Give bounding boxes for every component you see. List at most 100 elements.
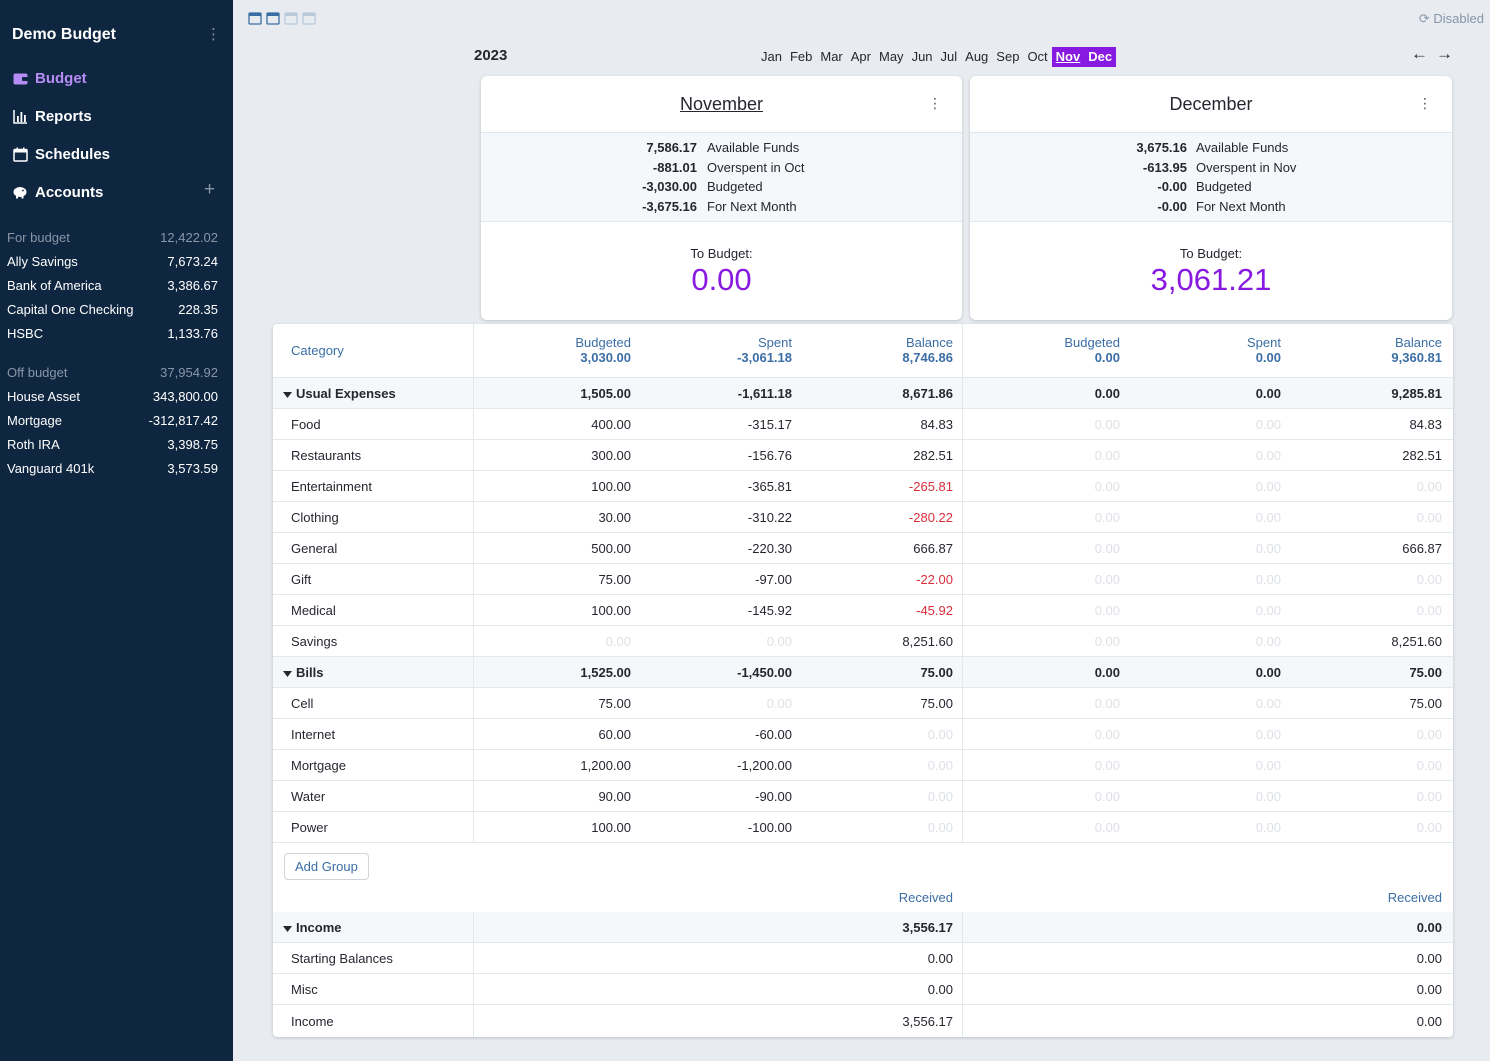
- month-may[interactable]: May: [879, 49, 904, 64]
- month-count-selector[interactable]: [248, 11, 316, 25]
- spent-cell[interactable]: 0.00: [1255, 602, 1281, 618]
- spent-cell[interactable]: -1,450.00: [737, 664, 792, 680]
- balance-cell[interactable]: 0.00: [1416, 726, 1442, 742]
- balance-cell[interactable]: 0.00: [927, 757, 953, 773]
- balance-cell[interactable]: 666.87: [913, 540, 953, 556]
- budgeted-cell[interactable]: 0.00: [1094, 819, 1120, 835]
- spent-cell[interactable]: 0.00: [766, 633, 792, 649]
- spent-cell[interactable]: 0.00: [1255, 509, 1281, 525]
- calendar-icon[interactable]: [248, 11, 262, 25]
- category-name[interactable]: General: [291, 533, 337, 563]
- balance-cell[interactable]: -265.81: [908, 478, 953, 494]
- month-oct[interactable]: Oct: [1027, 49, 1048, 64]
- month-dec[interactable]: Dec: [1084, 47, 1117, 67]
- off-budget-header[interactable]: Off budget 37,954.92: [7, 365, 218, 380]
- spent-cell[interactable]: -365.81: [747, 478, 792, 494]
- balance-cell[interactable]: -45.92: [916, 602, 953, 618]
- group-name[interactable]: Usual Expenses: [283, 378, 396, 408]
- balance-cell[interactable]: 0.00: [1416, 602, 1442, 618]
- balance-cell[interactable]: 75.00: [1409, 664, 1442, 680]
- category-name[interactable]: Cell: [291, 688, 313, 718]
- spent-cell[interactable]: 0.00: [1255, 478, 1281, 494]
- spent-cell[interactable]: -145.92: [747, 602, 792, 618]
- spent-cell[interactable]: -315.17: [747, 416, 792, 432]
- balance-cell[interactable]: 666.87: [1402, 540, 1442, 556]
- add-group-button[interactable]: Add Group: [284, 853, 369, 880]
- spent-cell[interactable]: -60.00: [755, 726, 792, 742]
- category-name[interactable]: Mortgage: [291, 750, 346, 780]
- balance-cell[interactable]: 282.51: [913, 447, 953, 463]
- spent-cell[interactable]: 0.00: [766, 695, 792, 711]
- card-month-title[interactable]: November: [679, 94, 764, 114]
- account-item[interactable]: Capital One Checking 228.35: [7, 302, 218, 317]
- month-apr[interactable]: Apr: [850, 49, 871, 64]
- card-month-title[interactable]: December: [1169, 94, 1253, 114]
- category-name[interactable]: Savings: [291, 626, 337, 656]
- category-name[interactable]: Medical: [291, 595, 336, 625]
- balance-cell[interactable]: 75.00: [1409, 695, 1442, 711]
- account-item[interactable]: Mortgage -312,817.42: [7, 413, 218, 428]
- chevron-down-icon[interactable]: [283, 386, 296, 401]
- category-name[interactable]: Misc: [291, 974, 318, 1004]
- budgeted-cell[interactable]: 0.00: [1094, 478, 1120, 494]
- budgeted-cell[interactable]: 100.00: [591, 478, 631, 494]
- card-menu-icon[interactable]: ⋮: [928, 95, 942, 111]
- calendar-icon[interactable]: [266, 11, 280, 25]
- budgeted-cell[interactable]: 100.00: [591, 602, 631, 618]
- arrow-left-icon[interactable]: ←: [1411, 44, 1428, 63]
- month-aug[interactable]: Aug: [965, 49, 989, 64]
- spent-cell[interactable]: 0.00: [1255, 695, 1281, 711]
- budgeted-cell[interactable]: 0.00: [1094, 602, 1120, 618]
- spent-cell[interactable]: 0.00: [1255, 571, 1281, 587]
- month-jul[interactable]: Jul: [940, 49, 958, 64]
- balance-cell[interactable]: 84.83: [1409, 416, 1442, 432]
- month-jun[interactable]: Jun: [911, 49, 933, 64]
- balance-cell[interactable]: 0.00: [1416, 571, 1442, 587]
- add-account-icon[interactable]: +: [204, 179, 216, 200]
- category-name[interactable]: Restaurants: [291, 440, 361, 470]
- budgeted-cell[interactable]: 75.00: [598, 571, 631, 587]
- balance-cell[interactable]: 0.00: [927, 726, 953, 742]
- budgeted-cell[interactable]: 300.00: [591, 447, 631, 463]
- spent-cell[interactable]: -1,611.18: [737, 385, 792, 401]
- account-item[interactable]: Vanguard 401k 3,573.59: [7, 461, 218, 476]
- account-item[interactable]: Roth IRA 3,398.75: [7, 437, 218, 452]
- spent-cell[interactable]: 0.00: [1255, 540, 1281, 556]
- month-sep[interactable]: Sep: [996, 49, 1020, 64]
- balance-cell[interactable]: 9,285.81: [1391, 385, 1442, 401]
- budgeted-cell[interactable]: 0.00: [1094, 726, 1120, 742]
- nav-schedules[interactable]: Schedules: [12, 142, 110, 166]
- spent-cell[interactable]: 0.00: [1255, 633, 1281, 649]
- spent-cell[interactable]: 0.00: [1255, 726, 1281, 742]
- balance-cell[interactable]: 0.00: [927, 788, 953, 804]
- calendar-icon[interactable]: [284, 11, 298, 25]
- month-feb[interactable]: Feb: [789, 49, 813, 64]
- budgeted-cell[interactable]: 0.00: [1094, 447, 1120, 463]
- arrow-right-icon[interactable]: →: [1436, 44, 1453, 63]
- month-jan[interactable]: Jan: [761, 49, 782, 64]
- month-nov[interactable]: Nov: [1051, 47, 1085, 67]
- balance-cell[interactable]: 75.00: [920, 695, 953, 711]
- budgeted-cell[interactable]: 400.00: [591, 416, 631, 432]
- budgeted-cell[interactable]: 90.00: [598, 788, 631, 804]
- budgeted-cell[interactable]: 30.00: [598, 509, 631, 525]
- spent-cell[interactable]: -100.00: [747, 819, 792, 835]
- balance-cell[interactable]: 0.00: [1416, 819, 1442, 835]
- budgeted-cell[interactable]: 0.00: [1094, 509, 1120, 525]
- budgeted-cell[interactable]: 0.00: [1094, 695, 1120, 711]
- balance-cell[interactable]: 75.00: [920, 664, 953, 680]
- budgeted-cell[interactable]: 0.00: [1094, 633, 1120, 649]
- account-item[interactable]: Bank of America 3,386.67: [7, 278, 218, 293]
- budgeted-cell[interactable]: 1,505.00: [580, 385, 631, 401]
- category-name[interactable]: Food: [291, 409, 321, 439]
- budgeted-cell[interactable]: 0.00: [605, 633, 631, 649]
- category-name[interactable]: Internet: [291, 719, 335, 749]
- balance-cell[interactable]: 0.00: [927, 819, 953, 835]
- account-item[interactable]: House Asset 343,800.00: [7, 389, 218, 404]
- balance-cell[interactable]: -22.00: [916, 571, 953, 587]
- budgeted-cell[interactable]: 0.00: [1094, 664, 1120, 680]
- nav-accounts[interactable]: Accounts: [12, 180, 103, 204]
- nav-reports[interactable]: Reports: [12, 104, 92, 128]
- budgeted-cell[interactable]: 75.00: [598, 695, 631, 711]
- card-menu-icon[interactable]: ⋮: [1418, 95, 1432, 111]
